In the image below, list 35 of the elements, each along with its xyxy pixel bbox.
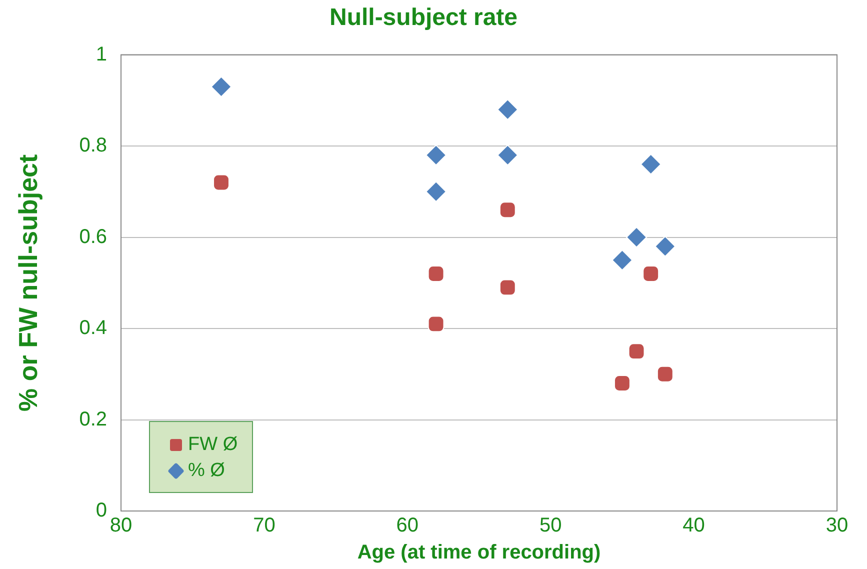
point [210, 76, 232, 98]
y-tick-label: 0.2 [79, 408, 108, 430]
chart-title: Null-subject rate [329, 4, 518, 32]
point [428, 266, 444, 282]
y-tick-label: 0.4 [79, 317, 108, 340]
x-tick-label: 50 [539, 514, 562, 537]
point [499, 202, 516, 218]
point [426, 144, 447, 166]
x-tick-label: 60 [396, 514, 419, 537]
point [614, 375, 630, 392]
point [656, 366, 674, 382]
legend-label: % Ø [188, 460, 225, 482]
x-tick-label: 70 [253, 514, 276, 537]
point [213, 174, 230, 191]
point [426, 181, 447, 202]
x-tick-label: 40 [682, 514, 705, 537]
x-axis-title: Age (at time of recording) [357, 542, 601, 564]
y-axis-title: % or FW null-subject [12, 154, 43, 412]
point [628, 343, 645, 360]
point [497, 144, 518, 166]
y-tick-label: 0 [96, 500, 108, 522]
point [654, 236, 676, 257]
y-tick-label: 1 [96, 43, 108, 66]
point [612, 250, 633, 271]
point [640, 154, 662, 175]
x-tick-label: 80 [110, 514, 132, 537]
point [626, 226, 648, 248]
point [499, 279, 516, 296]
point [497, 99, 518, 120]
y-tick-label: 0.6 [79, 226, 108, 248]
y-tick-label: 0.8 [79, 134, 108, 157]
point [428, 316, 444, 332]
legend-label: FW Ø [188, 434, 238, 456]
x-tick-label: 30 [826, 514, 848, 537]
point [642, 266, 660, 282]
